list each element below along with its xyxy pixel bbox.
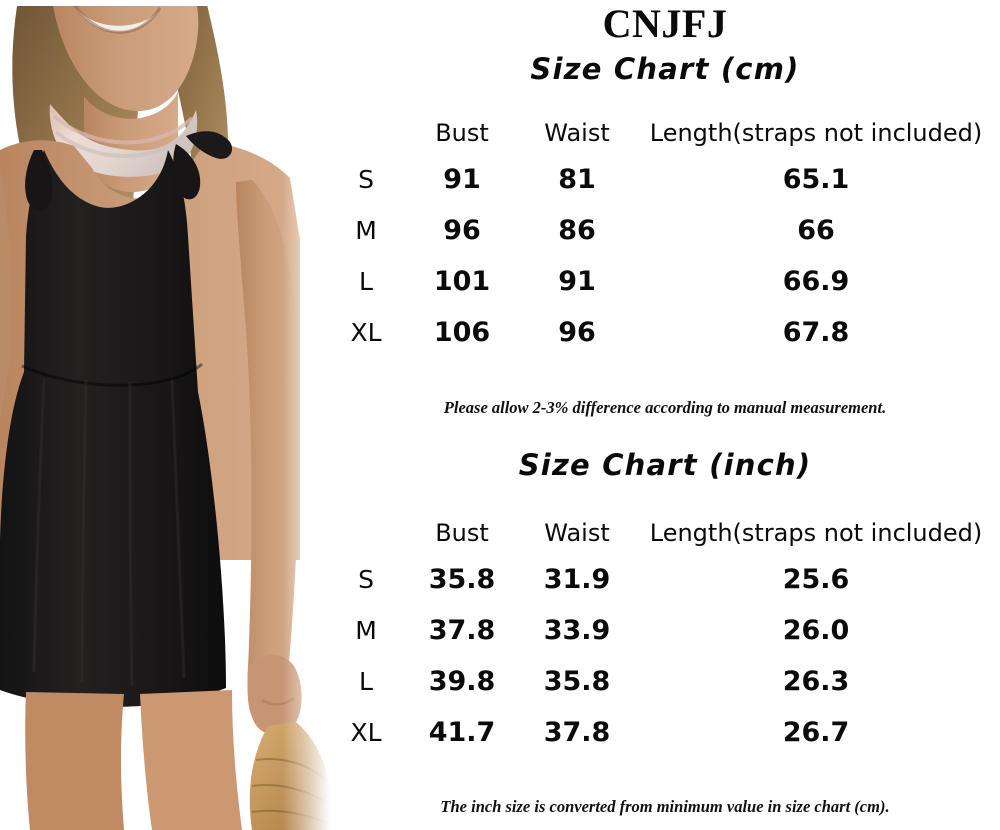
leg-left — [25, 692, 124, 830]
size-chart-cm-table: Bust Waist Length(straps not included) S… — [330, 112, 1000, 358]
cell-waist: 31.9 — [543, 564, 611, 595]
size-chart-inch-heading: Size Chart (inch) — [518, 448, 812, 482]
leg-right — [140, 690, 242, 830]
photo-edge-fade — [282, 0, 330, 830]
dress-pleats — [32, 377, 186, 687]
column-header-length: Length(straps not included) — [649, 519, 983, 547]
size-chart-cm-heading: Size Chart (cm) — [530, 52, 800, 86]
cell-length: 26.0 — [782, 615, 850, 646]
column-header-waist: Waist — [544, 119, 610, 147]
column-header-size — [330, 512, 402, 554]
cell-length: 26.7 — [782, 717, 850, 748]
measurement-tolerance-note: Please allow 2-3% difference according t… — [443, 398, 887, 417]
strap-knot-right — [186, 131, 233, 159]
cell-length: 66.9 — [782, 266, 850, 297]
cell-length: 26.3 — [782, 666, 850, 697]
cell-length: 67.8 — [782, 317, 850, 348]
cell-waist: 35.8 — [543, 666, 611, 697]
column-header-length: Length(straps not included) — [649, 119, 983, 147]
cell-length: 66 — [797, 215, 835, 246]
cell-waist: 37.8 — [543, 717, 611, 748]
table-row: XL 106 96 67.8 — [330, 307, 1000, 358]
cell-size: S — [358, 165, 374, 194]
size-chart-panel: CNJFJ Size Chart (cm) Bust Waist Length(… — [330, 0, 1000, 830]
cell-length: 65.1 — [782, 164, 850, 195]
face — [52, 0, 199, 112]
strap-tie-right — [173, 144, 201, 200]
cell-waist: 81 — [558, 164, 596, 195]
table-row: L 39.8 35.8 26.3 — [330, 656, 1000, 707]
cell-waist: 96 — [558, 317, 596, 348]
strap-tie-left — [25, 150, 53, 211]
cell-bust: 37.8 — [428, 615, 496, 646]
table-row: S 91 81 65.1 — [330, 154, 1000, 205]
cell-bust: 35.8 — [428, 564, 496, 595]
size-chart-inch-header-row: Bust Waist Length(straps not included) — [330, 512, 1000, 554]
brand-title: CNJFJ — [602, 1, 728, 46]
model-illustration — [0, 0, 330, 830]
cell-bust: 39.8 — [428, 666, 496, 697]
cell-waist: 86 — [558, 215, 596, 246]
cell-waist: 33.9 — [543, 615, 611, 646]
scarf-fold-1 — [52, 114, 194, 145]
column-header-bust: Bust — [435, 119, 489, 147]
cell-size: M — [355, 216, 377, 245]
cell-bust: 96 — [443, 215, 481, 246]
waist-seam — [21, 362, 203, 387]
column-header-bust: Bust — [435, 519, 489, 547]
cell-size: M — [355, 616, 377, 645]
cell-size: L — [359, 667, 373, 696]
lip-line — [72, 3, 162, 34]
cell-bust: 41.7 — [428, 717, 496, 748]
cell-waist: 91 — [558, 266, 596, 297]
table-row: M 37.8 33.9 26.0 — [330, 605, 1000, 656]
cell-size: L — [359, 267, 373, 296]
dress-body — [0, 150, 226, 707]
cell-bust: 106 — [433, 317, 491, 348]
table-row: M 96 86 66 — [330, 205, 1000, 256]
scarf — [49, 104, 198, 177]
table-row: S 35.8 31.9 25.6 — [330, 554, 1000, 605]
size-chart-inch-table: Bust Waist Length(straps not included) S… — [330, 512, 1000, 758]
column-header-waist: Waist — [544, 519, 610, 547]
arm-left — [0, 168, 12, 420]
scarf-fold-2 — [54, 130, 192, 158]
cell-size: XL — [350, 318, 382, 347]
photo-top-trim — [0, 0, 330, 6]
product-photo — [0, 0, 330, 830]
cell-size: XL — [350, 718, 382, 747]
cell-length: 25.6 — [782, 564, 850, 595]
cell-size: S — [358, 565, 374, 594]
column-header-size — [330, 112, 402, 154]
cell-bust: 101 — [433, 266, 491, 297]
table-row: XL 41.7 37.8 26.7 — [330, 707, 1000, 758]
table-row: L 101 91 66.9 — [330, 256, 1000, 307]
inch-conversion-note: The inch size is converted from minimum … — [440, 797, 890, 816]
size-chart-cm-header-row: Bust Waist Length(straps not included) — [330, 112, 1000, 154]
cell-bust: 91 — [443, 164, 481, 195]
